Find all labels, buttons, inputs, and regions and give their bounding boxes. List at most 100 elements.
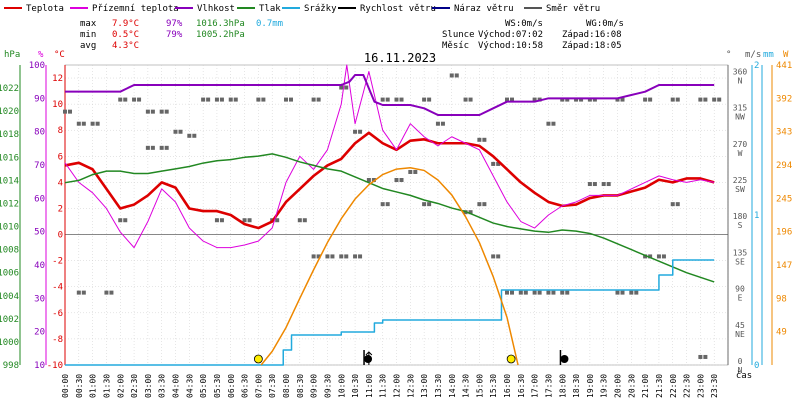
x-tick: 03:30: [158, 374, 167, 398]
series-line-slunce: [260, 166, 519, 366]
x-tick: 08:30: [296, 374, 305, 398]
chart-title: 16.11.2023: [364, 51, 436, 65]
x-tick-group: 08:30: [296, 374, 305, 398]
legend-label: Náraz větru: [454, 4, 514, 14]
x-tick-group: 17:00: [531, 374, 540, 398]
tick-temp: 10: [52, 100, 63, 110]
tick-pct: 10: [34, 361, 45, 371]
tick-temp: 4: [58, 178, 63, 188]
x-tick-group: 11:30: [379, 374, 388, 398]
x-tick-group: 09:00: [310, 374, 319, 398]
tick-wm2: 343: [776, 128, 792, 138]
wind-dir-point: [468, 210, 473, 215]
tick-pct: 20: [34, 328, 45, 338]
x-tick-group: 03:00: [144, 374, 153, 398]
tick-hpa: 1012: [0, 199, 19, 209]
legend-label: Směr větru: [546, 4, 600, 14]
x-tick: 04:30: [185, 374, 194, 398]
x-tick-group: 22:30: [683, 374, 692, 398]
wind-dir-point: [656, 254, 661, 259]
tick-pct: 90: [34, 94, 45, 104]
x-axis-label: čas: [736, 370, 752, 381]
tick-hpa: 1022: [0, 84, 19, 94]
wind-dir-point: [675, 97, 680, 102]
tick-wm2: 147: [776, 261, 792, 271]
tick-temp: 2: [58, 204, 63, 214]
wind-dir-point: [496, 254, 501, 259]
grid: [64, 64, 729, 366]
wind-dir-point: [482, 137, 487, 142]
wind-dir-point: [477, 202, 482, 207]
x-tick: 20:30: [627, 374, 636, 398]
stat-max-temp: 7.9°C: [112, 19, 139, 29]
wind-dir-point: [615, 97, 620, 102]
tick-dir: 315: [733, 104, 748, 113]
wind-dir-point: [344, 254, 349, 259]
wind-dir-point: [123, 97, 128, 102]
wind-dir-point: [440, 121, 445, 126]
tick-dir-name: N: [738, 76, 743, 85]
wind-dir-point: [366, 178, 371, 183]
tick-temp: 0: [58, 231, 63, 241]
wind-dir-point: [703, 354, 708, 359]
x-tick: 10:30: [351, 374, 360, 398]
x-tick: 23:00: [696, 374, 705, 398]
wind-dir-point: [233, 97, 238, 102]
markers-layer: [253, 350, 569, 365]
legend: Teplota Přízemní teplota Vlhkost Tlak Srážky…: [4, 4, 600, 14]
tick-hpa: 1018: [0, 130, 19, 140]
wind-dir-point: [579, 97, 584, 102]
wind-dir-point: [523, 290, 528, 295]
tick-dir: 135: [733, 248, 748, 257]
x-tick-group: 23:30: [710, 374, 719, 398]
tick-hpa: 1006: [0, 269, 19, 279]
wind-dir-point: [145, 109, 150, 114]
wind-dir-point: [302, 218, 307, 223]
tick-dir-name: SW: [735, 185, 745, 194]
x-tick-group: 01:00: [89, 374, 98, 398]
info-sun-set: Západ:16:08: [562, 30, 622, 40]
x-tick: 02:30: [130, 374, 139, 398]
stat-min-hum: 79%: [166, 30, 183, 40]
x-tick: 08:00: [282, 374, 291, 398]
wind-dir-point: [648, 97, 653, 102]
axis-temp-unit: °C: [54, 50, 65, 60]
x-tick: 19:00: [586, 374, 595, 398]
tick-hpa: 1004: [0, 292, 19, 302]
wind-dir-point: [592, 182, 597, 187]
x-tick-group: 16:30: [517, 374, 526, 398]
wind-dir-point: [68, 109, 72, 114]
x-tick: 12:00: [393, 374, 402, 398]
wind-dir-point: [187, 133, 192, 138]
wind-dir-point: [325, 254, 330, 259]
axis-pct-unit: %: [38, 50, 44, 60]
x-tick-group: 20:00: [614, 374, 623, 398]
tick-dir: 180: [733, 212, 748, 221]
wind-dir-point: [408, 169, 413, 174]
wind-dir-point: [81, 290, 86, 295]
info-ws: WS:0m/s: [505, 19, 543, 29]
wind-dir-point: [565, 290, 570, 295]
wind-dir-point: [90, 121, 95, 126]
wind-dir-point: [698, 97, 703, 102]
wind-dir-point: [104, 290, 109, 295]
wind-dir-point: [311, 97, 316, 102]
tick-dir: 360: [733, 67, 748, 76]
wind-dir-point: [353, 129, 358, 134]
tick-wm2: 441: [776, 61, 792, 71]
wind-dir-point: [615, 290, 620, 295]
wind-dir-point: [422, 97, 427, 102]
wind-dir-point: [643, 97, 648, 102]
x-tick: 15:00: [475, 374, 484, 398]
stat-max-label: max: [80, 19, 97, 29]
x-tick: 09:30: [323, 374, 332, 398]
x-tick: 23:30: [710, 374, 719, 398]
wind-dir-point: [206, 97, 211, 102]
x-tick-group: 18:00: [558, 374, 567, 398]
tick-dir: 90: [735, 285, 745, 294]
wind-dir-point: [145, 145, 150, 150]
wind-dir-point: [380, 202, 385, 207]
tick-hpa: 1014: [0, 176, 19, 186]
info-wg: WG:0m/s: [586, 19, 624, 29]
